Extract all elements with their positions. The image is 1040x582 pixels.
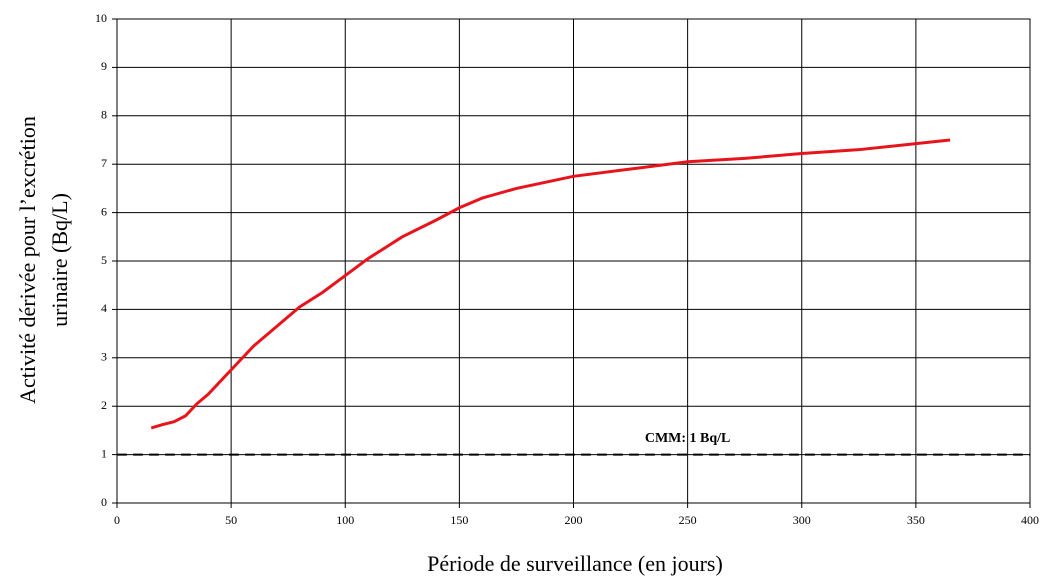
x-tick-label: 300: [793, 513, 811, 527]
y-tick-label: 3: [101, 350, 107, 364]
y-tick-label: 10: [95, 11, 107, 25]
y-tick-label: 7: [101, 156, 107, 170]
y-tick-label: 1: [101, 446, 107, 460]
x-tick-label: 400: [1021, 513, 1039, 527]
x-tick-label: 350: [907, 513, 925, 527]
x-tick-label: 50: [225, 513, 237, 527]
y-axis-label: Activité dérivée pour l’excrétion: [15, 116, 40, 404]
plot-frame: [116, 18, 1031, 504]
x-axis-label: Période de surveillance (en jours): [427, 551, 723, 576]
y-axis-label: urinaire (Bq/L): [47, 193, 72, 327]
x-tick-label: 250: [679, 513, 697, 527]
y-tick-label: 2: [101, 398, 107, 412]
y-tick-label: 8: [101, 108, 107, 122]
y-tick-label: 5: [101, 253, 107, 267]
data-line: [150, 138, 951, 430]
reference-label: CMM: 1 Bq/L: [645, 431, 731, 446]
x-tick-label: 150: [450, 513, 468, 527]
x-tick-label: 0: [114, 513, 120, 527]
x-tick-label: 200: [565, 513, 583, 527]
y-tick-label: 4: [101, 301, 107, 315]
x-tick-label: 100: [336, 513, 354, 527]
y-tick-label: 6: [101, 204, 107, 218]
y-tick-label: 9: [101, 59, 107, 73]
y-tick-label: 0: [101, 495, 107, 509]
